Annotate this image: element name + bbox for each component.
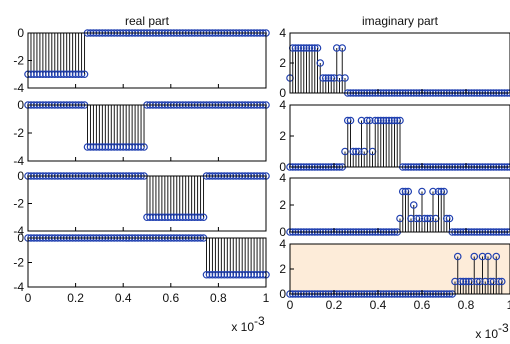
y-tick-label: -4 xyxy=(13,81,24,95)
x-tick-label: 0.8 xyxy=(458,298,475,312)
y-tick-label: 0 xyxy=(17,98,24,112)
plot-area xyxy=(28,105,266,161)
stem-marker xyxy=(199,213,208,222)
y-tick-label: 2 xyxy=(279,262,286,276)
x-tick-label: 0.2 xyxy=(67,291,84,305)
x-tick-label: 0 xyxy=(25,291,32,305)
y-tick-label: 2 xyxy=(279,56,286,70)
chart-panel-3: 0 -2 -4 xyxy=(13,169,270,238)
y-tick-label: 4 xyxy=(279,98,286,112)
x-tick-label: 1 xyxy=(507,298,510,312)
stem-marker xyxy=(346,116,355,125)
x-tick-label: 1 xyxy=(263,291,270,305)
plot-area xyxy=(290,33,510,93)
x-exponent-power: -3 xyxy=(498,321,509,335)
x-exponent-power: -3 xyxy=(254,314,265,328)
y-tick-label: 4 xyxy=(279,237,286,251)
y-tick-label: -4 xyxy=(13,224,24,238)
stem-marker xyxy=(365,116,374,125)
stem-marker xyxy=(357,116,366,125)
stem-marker xyxy=(478,252,487,261)
chart-panel-7: 4 2 0 xyxy=(279,171,510,239)
x-tick-label: 0.6 xyxy=(162,291,179,305)
stem-marker xyxy=(341,74,349,82)
y-tick-label: 0 xyxy=(279,86,286,100)
chart-title: imaginary part xyxy=(362,14,439,28)
stem-marker xyxy=(404,187,413,196)
x-tick-label: 0.2 xyxy=(326,298,343,312)
x-tick-label: 0.4 xyxy=(115,291,132,305)
plot-area xyxy=(28,33,266,88)
chart-panel-2: 0 -2 -4 xyxy=(13,98,270,168)
stem-marker xyxy=(338,44,347,52)
stem-marker xyxy=(429,187,437,196)
stem-marker xyxy=(409,201,418,209)
stem-marker xyxy=(497,277,506,286)
x-tick-label: 0 xyxy=(287,298,294,312)
chart-panel-4: 0-2-40 0.2 0.4 0.6 0.8 1x 10 -3 xyxy=(13,231,270,334)
x-tick-label: 0.4 xyxy=(370,298,387,312)
plot-area xyxy=(28,238,266,287)
y-tick-label: -4 xyxy=(13,280,24,294)
stem-marker xyxy=(396,116,404,125)
stem-marker xyxy=(484,252,492,261)
stem-marker xyxy=(440,187,448,196)
y-tick-label: 0 xyxy=(17,169,24,183)
stem-marker xyxy=(140,143,148,151)
stem-marker xyxy=(445,214,454,223)
y-tick-label: -4 xyxy=(13,154,24,168)
y-tick-label: 0 xyxy=(279,160,286,174)
y-tick-label: -2 xyxy=(13,126,24,140)
y-tick-label: -2 xyxy=(13,54,24,68)
y-tick-label: -2 xyxy=(13,256,24,270)
chart-title: real part xyxy=(125,14,170,28)
stem-marker xyxy=(470,252,479,261)
y-tick-label: 0 xyxy=(279,287,286,301)
x-exponent-label: x 10 xyxy=(231,320,254,334)
stem-marker xyxy=(80,70,89,79)
y-tick-label: 0 xyxy=(17,26,24,40)
y-tick-label: 2 xyxy=(279,198,286,212)
y-tick-label: 0 xyxy=(279,225,286,239)
stem-marker xyxy=(453,252,462,261)
y-tick-label: -2 xyxy=(13,197,24,211)
x-tick-label: 0.8 xyxy=(210,291,227,305)
y-tick-label: 2 xyxy=(279,129,286,143)
stem-marker xyxy=(313,44,322,52)
y-tick-label: 4 xyxy=(279,171,286,185)
chart-panel-1: 0 -2 -4 real part xyxy=(13,14,270,95)
y-tick-label: 4 xyxy=(279,26,286,40)
chart-panel-5: 4 2 0 imaginary part xyxy=(279,14,510,100)
stem-marker xyxy=(316,59,325,67)
chart-panel-8: 4 2 00 0.2 0.4 0.6 0.8 1 x 10-3 xyxy=(279,237,510,341)
stem-marker xyxy=(418,187,426,196)
x-exponent-label: x 10 xyxy=(475,327,498,341)
x-tick-label: 0.6 xyxy=(414,298,431,312)
stem-marker xyxy=(492,252,501,261)
plot-area xyxy=(290,244,510,294)
stem-marker xyxy=(332,44,341,52)
chart-panel-6: 4 2 0 xyxy=(279,98,510,174)
y-tick-label: 0 xyxy=(17,231,24,245)
